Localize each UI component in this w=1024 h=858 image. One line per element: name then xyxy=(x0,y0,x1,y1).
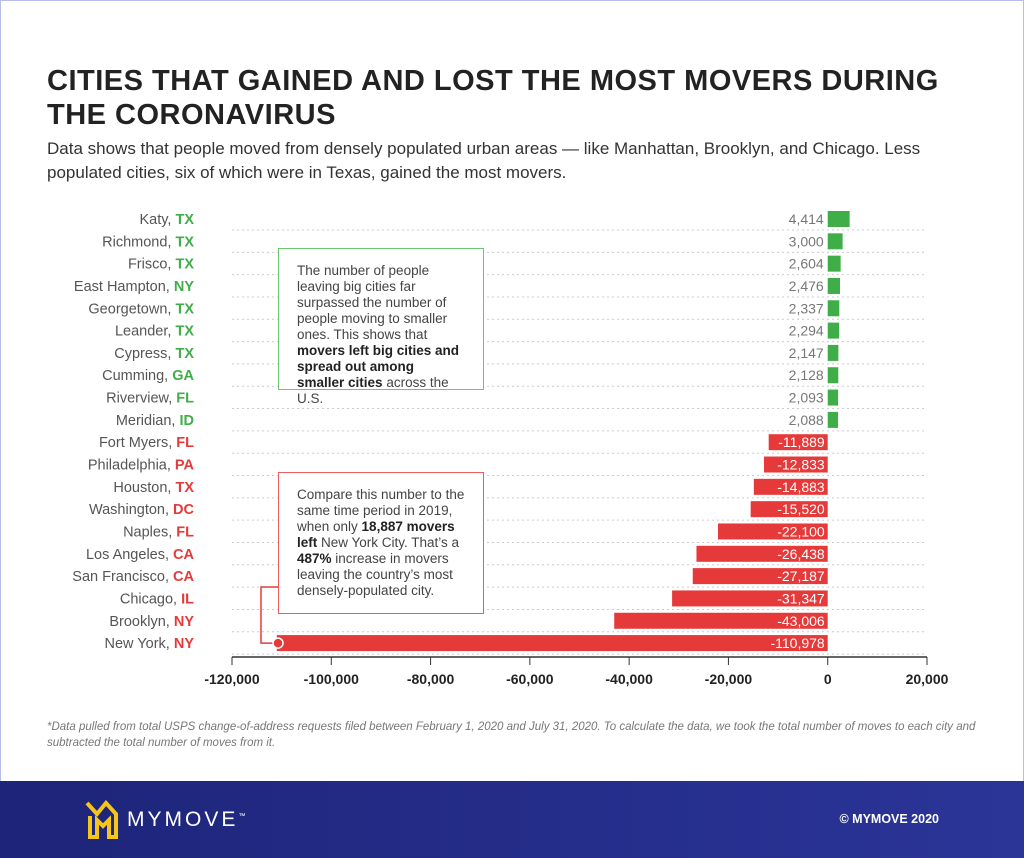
chart-subtitle: Data shows that people moved from densel… xyxy=(47,139,921,182)
category-label: Chicago, IL xyxy=(120,591,194,607)
bar-loss xyxy=(276,635,828,652)
category-label: Katy, TX xyxy=(139,212,194,228)
bar-loss xyxy=(768,434,828,451)
mymove-logo-icon xyxy=(85,800,118,839)
category-label: Riverview, FL xyxy=(106,391,194,407)
bar-gain xyxy=(827,367,839,384)
value-label: -12,833 xyxy=(777,457,825,473)
annotation-loss: Compare this number to the same time per… xyxy=(278,472,484,614)
bar-gain xyxy=(827,322,840,339)
value-label: 2,147 xyxy=(789,345,824,361)
x-tick-label: -120,000 xyxy=(204,671,259,687)
value-label: 2,088 xyxy=(789,412,824,428)
category-label: Meridian, ID xyxy=(116,413,194,429)
annotation-gain: The number of people leaving big cities … xyxy=(278,248,484,406)
category-label: Naples, FL xyxy=(123,524,194,540)
footer: MYMOVE™ © MYMOVE 2020 xyxy=(0,781,1024,858)
category-label: Houston, TX xyxy=(113,480,194,496)
value-label: -14,883 xyxy=(777,479,825,495)
value-label: -11,889 xyxy=(778,434,825,450)
value-label: -15,520 xyxy=(777,501,825,517)
bar-gain xyxy=(827,411,839,428)
category-label: Georgetown, TX xyxy=(88,301,194,317)
note-bold: 18,887 movers left xyxy=(297,519,455,550)
value-label: -110,978 xyxy=(770,635,824,651)
x-tick-label: 20,000 xyxy=(906,671,949,687)
value-label: -43,006 xyxy=(777,613,825,629)
category-label: Frisco, TX xyxy=(128,257,194,273)
bar-gain xyxy=(827,344,839,361)
bar-gain xyxy=(827,277,841,294)
logo-text: MYMOVE™ xyxy=(127,808,246,831)
value-label: -22,100 xyxy=(777,523,825,539)
value-label: 2,476 xyxy=(789,278,824,294)
bar-loss xyxy=(753,478,828,495)
value-label: 4,414 xyxy=(789,211,824,227)
x-tick-label: -20,000 xyxy=(705,671,753,687)
category-label: Brooklyn, NY xyxy=(109,614,194,630)
bar-loss xyxy=(672,590,828,607)
value-label: 2,337 xyxy=(789,300,824,316)
note-bold: movers left big cities and spread out am… xyxy=(297,343,460,390)
bar-loss xyxy=(750,501,828,518)
value-label: -31,347 xyxy=(777,590,825,606)
category-label: Cumming, GA xyxy=(102,368,194,384)
category-label: Cypress, TX xyxy=(114,346,194,362)
category-label: Philadelphia, PA xyxy=(88,458,195,474)
note-bold: 487% xyxy=(297,551,332,566)
category-label: Fort Myers, FL xyxy=(99,435,194,451)
value-label: -26,438 xyxy=(777,546,825,562)
value-label: 2,128 xyxy=(789,367,824,383)
x-tick-label: -100,000 xyxy=(304,671,359,687)
chart-title: CITIES THAT GAINED AND LOST THE MOST MOV… xyxy=(47,65,939,131)
annotation-connector xyxy=(260,586,278,644)
bar-loss xyxy=(718,523,828,540)
bar-loss xyxy=(692,568,828,585)
bar-chart: Katy, TX 4,414 Richmond, TX 3,000 Frisco, TX… xyxy=(72,211,949,687)
category-label: New York, NY xyxy=(105,636,195,652)
x-tick-label: -60,000 xyxy=(506,671,554,687)
value-label: 2,093 xyxy=(789,390,824,406)
footnote: *Data pulled from total USPS change-of-a… xyxy=(47,721,976,749)
bar-gain xyxy=(827,300,840,317)
category-label: San Francisco, CA xyxy=(72,569,194,585)
note-text: increase in movers leaving the country’s… xyxy=(297,551,453,598)
category-label: Washington, DC xyxy=(89,502,195,518)
bar-gain xyxy=(827,211,850,227)
bar-gain xyxy=(827,255,841,272)
value-label: 2,294 xyxy=(789,323,824,339)
x-tick-label: 0 xyxy=(824,671,832,687)
bar-loss xyxy=(764,456,828,473)
category-label: Leander, TX xyxy=(115,324,194,340)
bar-gain xyxy=(827,233,843,250)
annotation-dot xyxy=(272,637,284,649)
value-label: 2,604 xyxy=(789,256,824,272)
category-label: Richmond, TX xyxy=(102,234,194,250)
note-text: Compare this number to the same time per… xyxy=(297,487,465,534)
note-text: The number of people leaving big cities … xyxy=(297,263,448,342)
note-text: across the U.S. xyxy=(297,375,449,406)
note-text: New York City. That’s a xyxy=(317,535,460,550)
value-label: 3,000 xyxy=(789,233,824,249)
bar-loss xyxy=(614,612,828,629)
bar-loss xyxy=(696,545,828,562)
x-tick-label: -80,000 xyxy=(407,671,455,687)
category-label: Los Angeles, CA xyxy=(86,547,195,563)
bar-gain xyxy=(827,389,839,406)
x-tick-label: -40,000 xyxy=(605,671,653,687)
copyright: © MYMOVE 2020 xyxy=(839,812,939,826)
value-label: -27,187 xyxy=(777,568,825,584)
category-label: East Hampton, NY xyxy=(74,279,194,295)
